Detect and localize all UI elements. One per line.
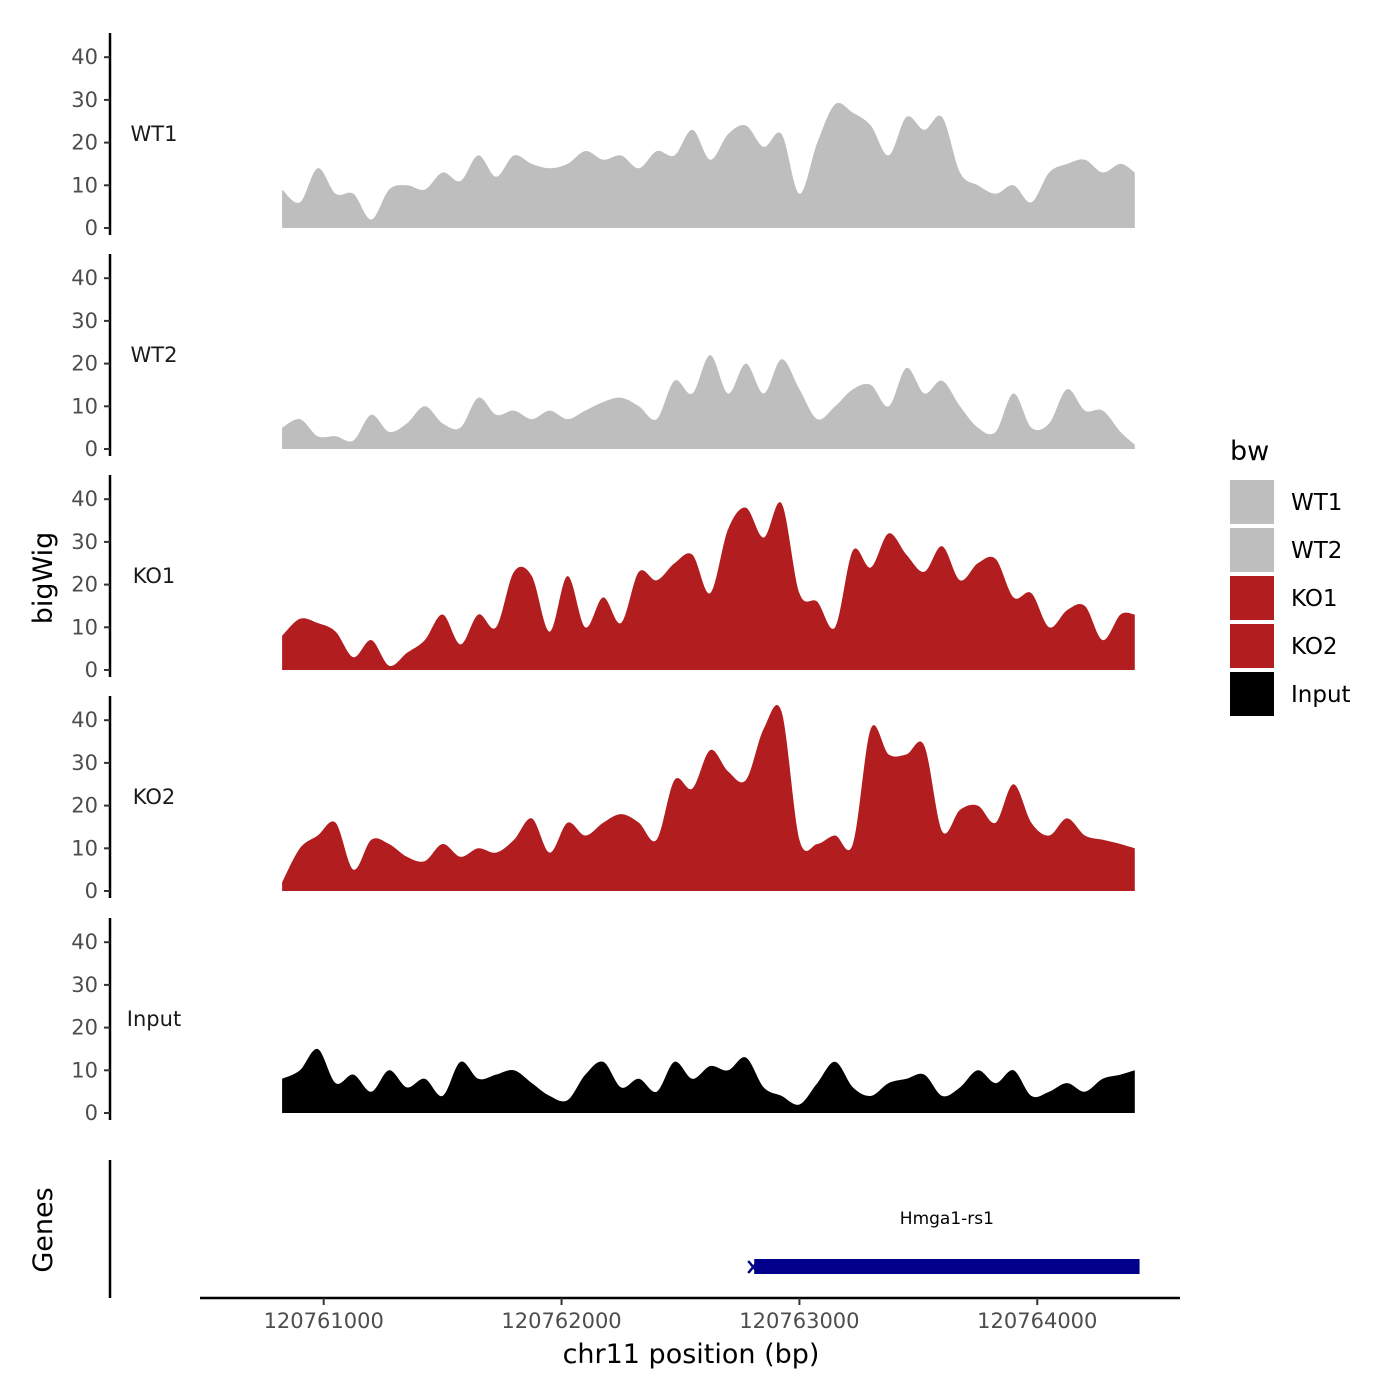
- series-area-wt1: [282, 102, 1135, 228]
- y-tick-label: 40: [71, 708, 98, 732]
- track-label-wt1: WT1: [131, 122, 178, 146]
- y-tick-label: 30: [71, 973, 98, 997]
- series-area-input: [282, 1048, 1135, 1113]
- genes-track: Hmga1-rs1: [108, 1160, 1140, 1298]
- y-tick-label: 30: [71, 530, 98, 554]
- genes-track-title: Genes: [28, 1187, 59, 1272]
- y-tick-label: 40: [71, 487, 98, 511]
- series-area-ko1: [282, 502, 1135, 670]
- legend-title: bw: [1230, 436, 1269, 467]
- track-panels: 0 10 20 30 40 WT1 0 10 20 30 40 WT2 0 10 20 30 40 KO1 0 10 2…: [71, 33, 1135, 1125]
- legend-label-ko2: KO2: [1291, 634, 1338, 660]
- track-panel-wt1: 0 10 20 30 40 WT1: [71, 33, 1135, 240]
- legend-label-input: Input: [1291, 682, 1351, 708]
- track-label-ko2: KO2: [133, 785, 176, 809]
- y-tick-label: 20: [71, 573, 98, 597]
- y-axis-title: bigWig: [28, 532, 59, 625]
- y-tick-label: 20: [71, 131, 98, 155]
- y-tick-label: 30: [71, 88, 98, 112]
- y-tick-label: 0: [85, 658, 98, 682]
- gene-name-label: Hmga1-rs1: [900, 1209, 994, 1229]
- track-label-wt2: WT2: [131, 343, 178, 367]
- x-tick-label: 120764000: [977, 1309, 1097, 1333]
- track-panel-input: 0 10 20 30 40 Input: [71, 918, 1135, 1125]
- y-tick-label: 0: [85, 437, 98, 461]
- y-tick-label: 20: [71, 352, 98, 376]
- y-tick-label: 40: [71, 930, 98, 954]
- y-tick-label: 40: [71, 266, 98, 290]
- y-tick-label: 30: [71, 309, 98, 333]
- series-area-ko2: [282, 704, 1135, 891]
- y-tick-label: 0: [85, 1101, 98, 1125]
- track-label-ko1: KO1: [133, 564, 176, 588]
- y-tick-label: 40: [71, 45, 98, 69]
- y-tick-label: 10: [71, 1058, 98, 1082]
- legend-swatch-wt1: [1230, 480, 1274, 524]
- y-tick-label: 20: [71, 794, 98, 818]
- track-panel-ko2: 0 10 20 30 40 KO2: [71, 696, 1135, 903]
- legend-swatch-wt2: [1230, 528, 1274, 572]
- track-label-input: Input: [127, 1007, 181, 1031]
- series-area-wt2: [282, 355, 1135, 449]
- legend-swatch-ko2: [1230, 624, 1274, 668]
- x-axis-title: chr11 position (bp): [563, 1339, 820, 1370]
- x-tick-label: 120762000: [501, 1309, 621, 1333]
- y-tick-label: 10: [71, 173, 98, 197]
- y-tick-label: 0: [85, 879, 98, 903]
- legend-label-wt2: WT2: [1291, 538, 1342, 564]
- y-tick-label: 20: [71, 1016, 98, 1040]
- gene-strand-marker: [747, 1260, 760, 1274]
- y-tick-label: 10: [71, 394, 98, 418]
- track-panel-ko1: 0 10 20 30 40 KO1: [71, 475, 1135, 682]
- track-panel-wt2: 0 10 20 30 40 WT2: [71, 254, 1135, 461]
- y-tick-label: 10: [71, 836, 98, 860]
- y-tick-label: 0: [85, 216, 98, 240]
- x-axis: 120761000 120762000 120763000 120764000: [200, 1296, 1180, 1333]
- x-tick-label: 120763000: [739, 1309, 859, 1333]
- legend-label-wt1: WT1: [1291, 490, 1342, 516]
- legend-label-ko1: KO1: [1291, 586, 1338, 612]
- legend-swatch-input: [1230, 672, 1274, 716]
- legend: bw WT1 WT2 KO1 KO2 Input: [1230, 436, 1351, 716]
- legend-swatch-ko1: [1230, 576, 1274, 620]
- x-tick-label: 120761000: [264, 1309, 384, 1333]
- y-tick-label: 10: [71, 615, 98, 639]
- gene-body: [754, 1259, 1140, 1274]
- y-tick-label: 30: [71, 751, 98, 775]
